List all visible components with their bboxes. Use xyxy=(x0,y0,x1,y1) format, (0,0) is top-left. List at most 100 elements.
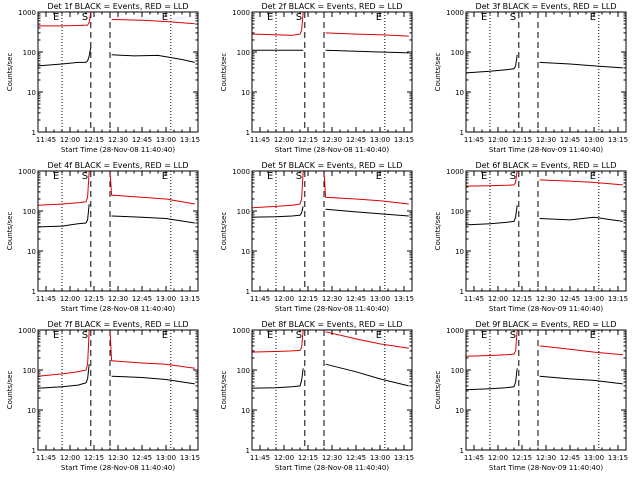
y-axis-label: Counts/sec xyxy=(220,212,228,251)
y-tick-label: 10 xyxy=(27,89,36,97)
x-tick-label: 12:45 xyxy=(346,295,366,303)
y-tick-label: 1000 xyxy=(232,327,250,335)
x-tick-label: 13:00 xyxy=(370,136,390,144)
x-tick-label: 12:30 xyxy=(108,454,128,462)
y-tick-label: 10 xyxy=(455,89,464,97)
y-tick-label: 1000 xyxy=(232,168,250,176)
x-axis-label: Start Time (28-Nov-08 11:40:40) xyxy=(61,305,175,313)
x-tick-label: 12:30 xyxy=(536,454,556,462)
y-tick-label: 1 xyxy=(460,447,464,455)
series-black-line xyxy=(539,61,623,69)
y-tick-label: 100 xyxy=(23,208,36,216)
y-axis-label: Counts/sec xyxy=(434,212,442,251)
y-tick-label: 1 xyxy=(32,129,36,137)
x-tick-label: 12:15 xyxy=(512,136,532,144)
marker-label: E xyxy=(376,330,382,341)
marker-label: S xyxy=(296,330,302,341)
y-tick-label: 10 xyxy=(455,407,464,415)
y-tick-label: 1000 xyxy=(18,9,36,17)
panel-8: Det 8f BLACK = Events, RED = LLD Counts/s… xyxy=(220,320,414,472)
marker-label: E xyxy=(267,12,273,23)
y-tick-label: 100 xyxy=(23,49,36,57)
x-tick-label: 12:30 xyxy=(322,136,342,144)
x-tick-label: 13:00 xyxy=(584,295,604,303)
marker-label: E xyxy=(267,171,273,182)
panel-1: Det 1f BLACK = Events, RED = LLD Counts/s… xyxy=(6,2,200,154)
y-tick-label: 1000 xyxy=(446,327,464,335)
panel-title: Det 6f BLACK = Events, RED = LLD xyxy=(475,161,616,170)
x-axis-label: Start Time (28-Nov-08 11:40:40) xyxy=(61,464,175,472)
panel-5: Det 5f BLACK = Events, RED = LLD Counts/s… xyxy=(220,161,414,313)
x-tick-label: 13:15 xyxy=(180,136,200,144)
series-red-line xyxy=(539,345,623,356)
x-tick-label: 12:45 xyxy=(346,454,366,462)
x-tick-label: 12:00 xyxy=(274,454,294,462)
x-axis-label: Start Time (28-Nov-09 11:40:40) xyxy=(489,305,603,313)
marker-label: E xyxy=(376,171,382,182)
y-tick-label: 1 xyxy=(32,288,36,296)
x-tick-label: 13:00 xyxy=(156,454,176,462)
series-black-line xyxy=(465,54,518,74)
x-tick-label: 12:30 xyxy=(322,454,342,462)
series-black-line xyxy=(111,54,195,63)
marker-label: E xyxy=(481,330,487,341)
x-tick-label: 11:45 xyxy=(36,454,56,462)
x-axis-label: Start Time (28-Nov-09 11:40:40) xyxy=(489,464,603,472)
x-axis-label: Start Time (28-Nov-08 11:40:40) xyxy=(275,305,389,313)
y-tick-label: 1000 xyxy=(446,168,464,176)
y-axis-label: Counts/sec xyxy=(6,53,14,92)
x-tick-label: 11:45 xyxy=(250,295,270,303)
x-tick-label: 13:15 xyxy=(608,136,628,144)
x-tick-label: 13:00 xyxy=(584,136,604,144)
x-tick-label: 12:00 xyxy=(60,454,80,462)
marker-label: S xyxy=(510,12,516,23)
panel-title: Det 8f BLACK = Events, RED = LLD xyxy=(261,320,402,329)
x-tick-label: 13:15 xyxy=(608,295,628,303)
y-axis-label: Counts/sec xyxy=(6,212,14,251)
marker-label: E xyxy=(162,12,168,23)
x-tick-label: 11:45 xyxy=(250,454,270,462)
x-axis-label: Start Time (28-Nov-08 11:40:40) xyxy=(275,464,389,472)
series-black-line xyxy=(539,216,623,222)
panel-title: Det 9f BLACK = Events, RED = LLD xyxy=(475,320,616,329)
x-tick-label: 12:15 xyxy=(298,136,318,144)
x-tick-label: 13:00 xyxy=(156,295,176,303)
x-tick-label: 12:00 xyxy=(274,295,294,303)
y-tick-label: 1000 xyxy=(18,168,36,176)
x-tick-label: 12:15 xyxy=(298,454,318,462)
x-tick-label: 11:45 xyxy=(36,295,56,303)
x-tick-label: 13:00 xyxy=(370,454,390,462)
marker-label: S xyxy=(82,171,88,182)
marker-label: E xyxy=(590,171,596,182)
series-black-line xyxy=(325,363,409,387)
panel-title: Det 4f BLACK = Events, RED = LLD xyxy=(47,161,188,170)
y-tick-label: 100 xyxy=(451,208,464,216)
marker-label: E xyxy=(590,12,596,23)
y-tick-label: 100 xyxy=(237,49,250,57)
x-tick-label: 12:45 xyxy=(346,136,366,144)
marker-label: S xyxy=(82,12,88,23)
x-tick-label: 13:15 xyxy=(394,136,414,144)
y-tick-label: 1000 xyxy=(18,327,36,335)
y-tick-label: 1000 xyxy=(446,9,464,17)
x-tick-label: 11:45 xyxy=(464,136,484,144)
y-axis-label: Counts/sec xyxy=(220,53,228,92)
marker-label: S xyxy=(296,12,302,23)
x-tick-label: 13:15 xyxy=(394,454,414,462)
y-tick-label: 10 xyxy=(241,407,250,415)
x-tick-label: 12:00 xyxy=(488,136,508,144)
panel-title: Det 2f BLACK = Events, RED = LLD xyxy=(261,2,402,11)
x-tick-label: 12:30 xyxy=(108,136,128,144)
x-tick-label: 12:30 xyxy=(108,295,128,303)
x-tick-label: 13:15 xyxy=(608,454,628,462)
y-tick-label: 1 xyxy=(460,288,464,296)
marker-label: S xyxy=(296,171,302,182)
marker-label: E xyxy=(53,12,59,23)
y-tick-label: 1000 xyxy=(232,9,250,17)
x-axis-label: Start Time (28-Nov-08 11:40:40) xyxy=(275,146,389,154)
x-tick-label: 13:15 xyxy=(394,295,414,303)
y-tick-label: 100 xyxy=(237,367,250,375)
x-tick-label: 12:30 xyxy=(322,295,342,303)
series-black-line xyxy=(251,206,304,218)
series-black-line xyxy=(111,375,195,385)
